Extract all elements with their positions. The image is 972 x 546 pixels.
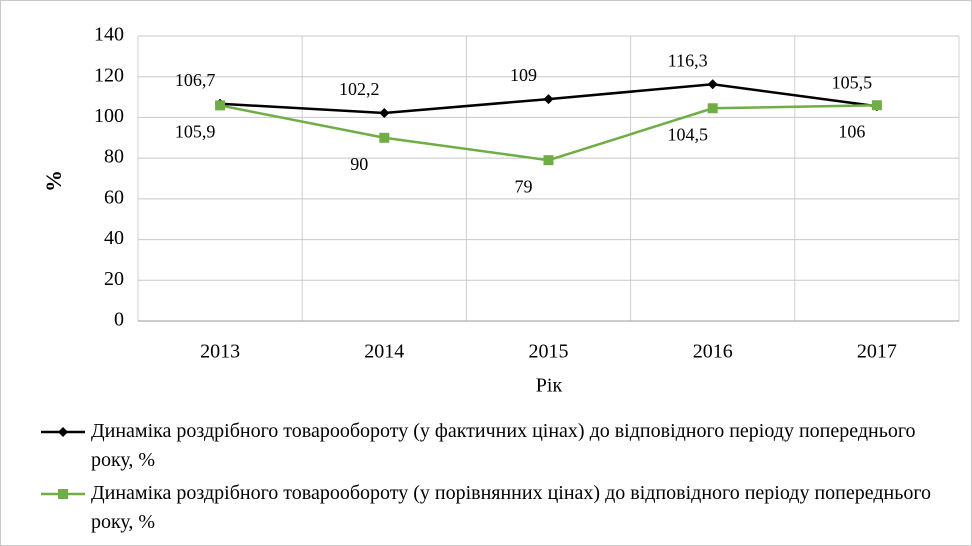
data-label: 105,9 bbox=[175, 122, 216, 142]
data-label: 90 bbox=[350, 154, 368, 174]
legend-swatch bbox=[41, 489, 85, 499]
y-tick-label: 140 bbox=[94, 24, 124, 46]
marker bbox=[871, 100, 882, 111]
legend-label: Динаміка роздрібного товарообороту (у фа… bbox=[91, 420, 916, 471]
marker bbox=[379, 107, 390, 118]
marker bbox=[543, 155, 554, 166]
x-axis-title: Рік bbox=[536, 375, 563, 397]
x-tick-label: 2017 bbox=[857, 341, 897, 363]
series-line bbox=[219, 103, 877, 162]
y-tick-label: 120 bbox=[94, 64, 124, 86]
legend-swatch bbox=[41, 427, 85, 437]
data-label: 105,5 bbox=[832, 72, 873, 92]
data-label: 109 bbox=[510, 65, 537, 85]
legend-item: Динаміка роздрібного товарообороту (у по… bbox=[41, 479, 961, 537]
legend-marker bbox=[58, 427, 68, 437]
legend-item: Динаміка роздрібного товарообороту (у фа… bbox=[41, 417, 961, 475]
legend-marker bbox=[58, 489, 68, 499]
data-label: 106,7 bbox=[175, 70, 216, 90]
marker bbox=[707, 79, 718, 90]
data-label: 116,3 bbox=[668, 50, 708, 70]
legend-label: Динаміка роздрібного товарообороту (у по… bbox=[91, 482, 932, 533]
y-tick-label: 100 bbox=[94, 105, 124, 127]
marker bbox=[707, 103, 718, 114]
y-axis-title: % bbox=[41, 170, 66, 192]
x-tick-label: 2014 bbox=[364, 341, 404, 363]
data-label: 104,5 bbox=[667, 124, 708, 144]
marker bbox=[215, 100, 226, 111]
x-tick-label: 2013 bbox=[200, 341, 240, 363]
x-tick-label: 2015 bbox=[529, 341, 569, 363]
y-tick-label: 60 bbox=[104, 186, 124, 208]
y-tick-label: 80 bbox=[104, 146, 124, 168]
marker bbox=[379, 132, 390, 143]
y-tick-label: 20 bbox=[104, 268, 124, 290]
data-label: 79 bbox=[515, 176, 533, 196]
legend: Динаміка роздрібного товарообороту (у фа… bbox=[41, 417, 961, 541]
data-label: 106 bbox=[838, 121, 865, 141]
marker bbox=[543, 94, 554, 105]
y-tick-label: 0 bbox=[114, 309, 124, 331]
data-label: 102,2 bbox=[339, 79, 380, 99]
y-tick-label: 40 bbox=[104, 227, 124, 249]
x-tick-label: 2016 bbox=[693, 341, 733, 363]
chart: % Рік 0 20 40 60 80 100 120 140 2013 2014 2015 2016… bbox=[41, 24, 960, 397]
